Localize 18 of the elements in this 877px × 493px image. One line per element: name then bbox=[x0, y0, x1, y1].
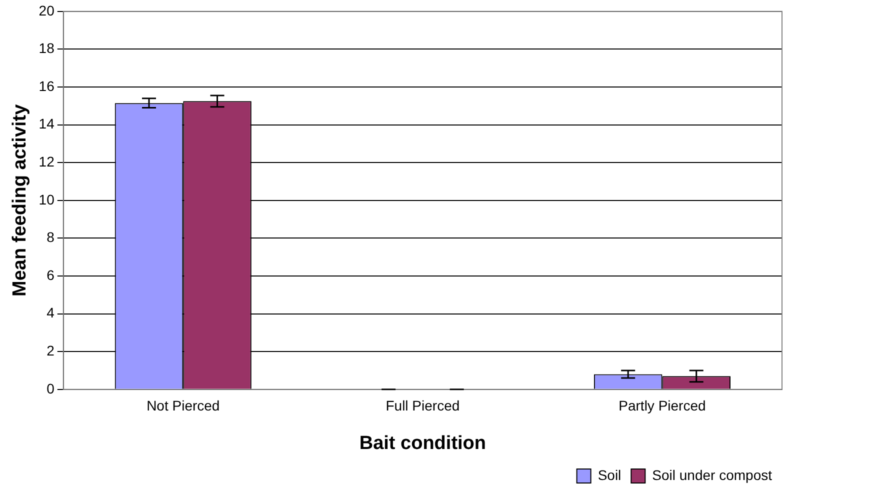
y-tick-label: 20 bbox=[38, 2, 55, 18]
x-axis-title: Bait condition bbox=[359, 432, 486, 454]
x-tick-label: Full Pierced bbox=[386, 398, 460, 414]
y-tick-label: 0 bbox=[46, 380, 55, 396]
legend-label: Soil under compost bbox=[652, 466, 772, 483]
y-tick-label: 4 bbox=[46, 304, 55, 321]
x-tick-label: Partly Pierced bbox=[618, 398, 706, 414]
y-tick-label: 10 bbox=[38, 191, 55, 208]
y-tick-label: 2 bbox=[46, 342, 55, 358]
y-tick-label: 8 bbox=[46, 229, 55, 246]
y-tick-label: 16 bbox=[38, 78, 55, 94]
y-tick-label: 6 bbox=[46, 266, 55, 283]
legend-label: Soil bbox=[598, 466, 622, 483]
y-axis-title: Mean feeding activity bbox=[10, 104, 31, 296]
x-tick-label: Not Pierced bbox=[146, 398, 220, 414]
y-tick-label: 14 bbox=[38, 116, 55, 132]
y-tick-label: 18 bbox=[38, 40, 55, 56]
y-tick-label: 12 bbox=[38, 153, 55, 170]
